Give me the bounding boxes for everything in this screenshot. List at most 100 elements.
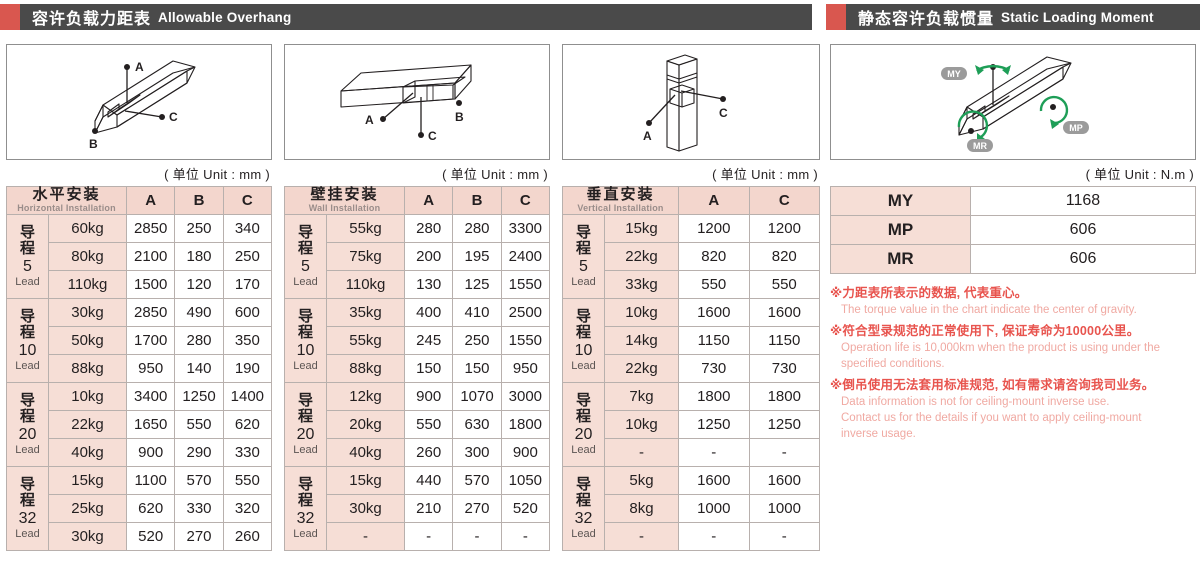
value-c: 320 [222, 494, 273, 523]
value-b: 270 [174, 522, 224, 551]
table-row: 88kg 950 140 190 [7, 354, 273, 383]
lead-en: Lead [293, 360, 318, 373]
lead-cn-2: 程 [297, 240, 313, 258]
load-value: 10kg [603, 410, 680, 439]
value-a: 200 [404, 242, 454, 271]
value-c: 170 [222, 270, 273, 299]
value-b: 1070 [452, 382, 502, 411]
svg-text:MR: MR [973, 141, 987, 151]
load-value: 50kg [47, 326, 128, 355]
load-value: 55kg [325, 214, 406, 243]
value-a: 1600 [678, 298, 750, 327]
lead-en: Lead [571, 444, 596, 457]
value-c: 820 [748, 242, 820, 271]
value-c: 3300 [500, 214, 551, 243]
load-value: 22kg [603, 354, 680, 383]
header-title-en: Horizontal Installation [17, 203, 116, 214]
note-en-line: Data information is not for ceiling-moun… [841, 395, 1110, 408]
load-value: 20kg [325, 410, 406, 439]
lead-cn-1: 导 [297, 307, 313, 325]
table-horizontal-installation: 水平安装 Horizontal Installation A B C 导 程 5… [5, 186, 273, 551]
load-value: 75kg [325, 242, 406, 271]
lead-number: 20 [296, 426, 315, 444]
value-b: 270 [452, 494, 502, 523]
value-b: 1250 [174, 382, 224, 411]
unit-caption-mm: ( 单位 Unit : mm ) [442, 167, 548, 182]
table-row: - - - [563, 438, 820, 467]
value-c: 250 [222, 242, 273, 271]
value-c: 2400 [500, 242, 551, 271]
column-header-c: C [748, 186, 820, 215]
note-en-line: Contact us for the details if you want t… [841, 412, 1142, 424]
lead-number: 5 [23, 258, 32, 276]
load-value: 88kg [325, 354, 406, 383]
lead-number: 20 [18, 426, 37, 444]
lead-cn-1: 导 [297, 475, 313, 493]
load-value: 15kg [603, 214, 680, 243]
load-value: 8kg [603, 494, 680, 523]
value-a: 280 [404, 214, 454, 243]
value-c: 1200 [748, 214, 820, 243]
value-a: 550 [404, 410, 454, 439]
load-value: 33kg [603, 270, 680, 299]
lead-cn-2: 程 [297, 492, 313, 510]
value-c: 730 [748, 354, 820, 383]
table-body: 导 程 5 Lead 55kg 280 280 3300 75kg 200 19… [284, 214, 551, 551]
note-cn: ※倒吊使用无法套用标准规范, 如有需求请咨询我司业务。 [830, 378, 1155, 393]
table-row: MR 606 [830, 244, 1196, 274]
note-en-line: inverse usage. [841, 428, 916, 441]
value-b: 125 [452, 270, 502, 299]
load-value: 10kg [47, 382, 128, 411]
lead-group-label: 导 程 10 Lead [562, 298, 605, 383]
svg-text:C: C [169, 110, 178, 124]
value-b: 330 [174, 494, 224, 523]
lead-number: 32 [574, 510, 593, 528]
table-static-loading-moment: MY 1168 MP 606 MR 606 [830, 186, 1196, 274]
table-row: 20kg 550 630 1800 [285, 410, 551, 439]
value-c: 1400 [222, 382, 273, 411]
value-c: 950 [500, 354, 551, 383]
table-row: 40kg 900 290 330 [7, 438, 273, 467]
lead-cn-1: 导 [575, 223, 591, 241]
mp-label: MP [1063, 121, 1089, 134]
column-header-a: A [404, 186, 454, 215]
lead-number: 5 [579, 258, 588, 276]
value-c: 1550 [500, 270, 551, 299]
column-header-a: A [126, 186, 176, 215]
note-item: ※力距表所表示的数据, 代表重心。 The torque value in th… [830, 285, 1196, 318]
value-c: 330 [222, 438, 273, 467]
title-body: 静态容许负载惯量 Static Loading Moment [846, 4, 1200, 30]
value-c: 1600 [748, 466, 820, 495]
title-accent-bar [0, 4, 20, 30]
vertical-overhang-diagram: A C [562, 44, 820, 160]
svg-text:A: A [135, 60, 144, 74]
load-value: 15kg [47, 466, 128, 495]
section-title-cn: 静态容许负载惯量 [858, 11, 995, 28]
lead-number: 5 [301, 258, 310, 276]
note-item: ※符合型录规范的正常使用下, 保证寿命为10000公里。 Operation l… [830, 323, 1196, 372]
value-b: 180 [174, 242, 224, 271]
title-accent-bar [826, 4, 846, 30]
table-row: 30kg 520 270 260 [7, 522, 273, 551]
table-header-title: 壁挂安装 Wall Installation [283, 186, 406, 215]
value-a: 150 [404, 354, 454, 383]
table-row: - - - - [285, 522, 551, 551]
lead-cn-1: 导 [297, 223, 313, 241]
load-value: 80kg [47, 242, 128, 271]
table-row: 导 程 10 Lead 10kg 1600 1600 [562, 298, 820, 383]
value-c: 1150 [748, 326, 820, 355]
load-value: 110kg [47, 270, 128, 299]
lead-number: 32 [296, 510, 315, 528]
lead-cn-2: 程 [19, 408, 35, 426]
value-a: 520 [126, 522, 176, 551]
wall-overhang-diagram: A B C [284, 44, 550, 160]
table-header-row: 壁挂安装 Wall Installation A B C [283, 186, 551, 215]
value-b: 630 [452, 410, 502, 439]
load-value: 40kg [47, 438, 128, 467]
load-value: 30kg [47, 522, 128, 551]
value-c: 520 [500, 494, 551, 523]
section-title-en: Static Loading Moment [1001, 9, 1154, 25]
table-row: 75kg 200 195 2400 [285, 242, 551, 271]
lead-number: 20 [574, 426, 593, 444]
value-b: 120 [174, 270, 224, 299]
